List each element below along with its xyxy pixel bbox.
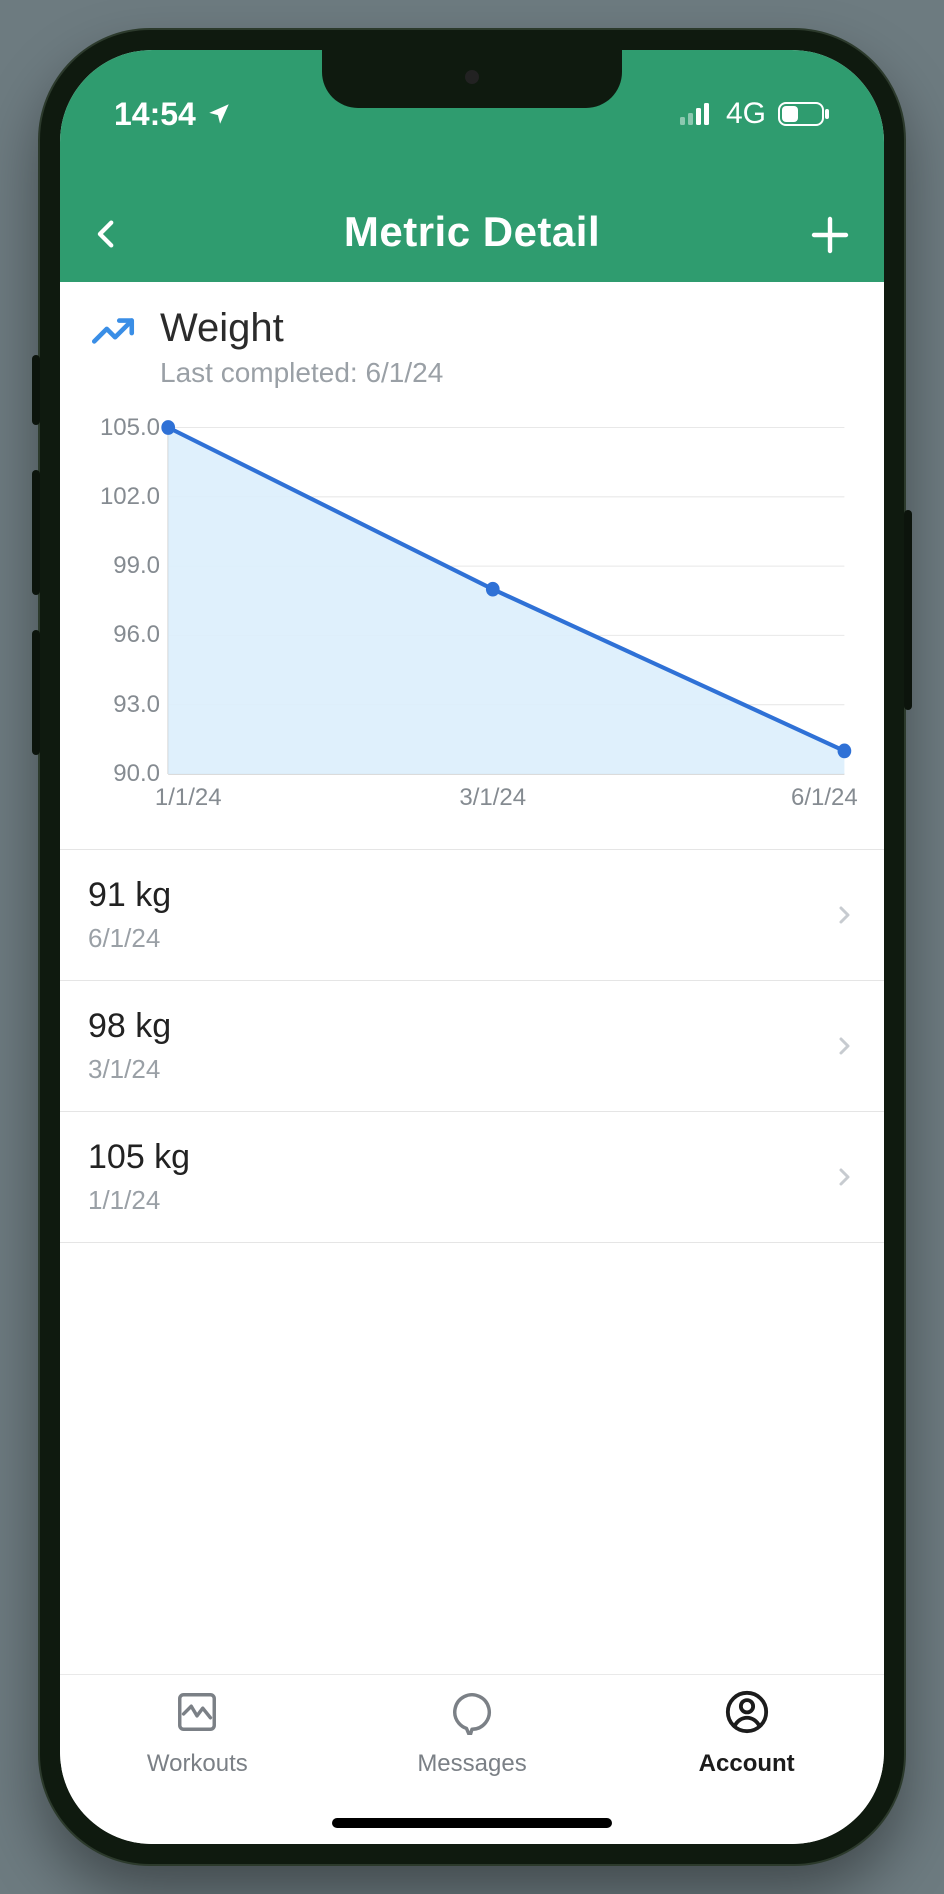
plus-icon bbox=[806, 211, 854, 259]
status-network: 4G bbox=[726, 97, 766, 131]
entry-date: 6/1/24 bbox=[88, 923, 171, 954]
home-indicator[interactable] bbox=[332, 1818, 612, 1828]
chart-container: 105.0 102.0 99.0 96.0 93.0 90.01/1/24 3/1/24 6/… bbox=[60, 397, 884, 850]
entry-row[interactable]: 91 kg 6/1/24 bbox=[60, 850, 884, 981]
chart-x-label: 3/1/24 bbox=[459, 784, 526, 812]
chart-y-label: 99.0 bbox=[80, 552, 160, 580]
page-title: Metric Detail bbox=[344, 208, 600, 256]
trend-up-icon bbox=[88, 306, 138, 389]
chart-y-label: 90.0 bbox=[80, 760, 160, 788]
entry-row[interactable]: 98 kg 3/1/24 bbox=[60, 981, 884, 1112]
chevron-right-icon bbox=[832, 903, 856, 927]
tab-account[interactable]: Account bbox=[609, 1689, 884, 1844]
status-time: 14:54 bbox=[114, 96, 196, 133]
metric-last-completed: Last completed: 6/1/24 bbox=[160, 357, 443, 389]
entry-row[interactable]: 105 kg 1/1/24 bbox=[60, 1112, 884, 1243]
chart-y-label: 102.0 bbox=[80, 483, 160, 511]
chart-x-label: 1/1/24 bbox=[155, 784, 222, 812]
back-button[interactable] bbox=[90, 209, 124, 264]
messages-icon bbox=[449, 1689, 495, 1742]
chart-x-label: 6/1/24 bbox=[791, 784, 858, 812]
entry-value: 91 kg bbox=[88, 876, 171, 915]
entry-value: 105 kg bbox=[88, 1138, 190, 1177]
account-icon bbox=[724, 1689, 770, 1742]
metric-name: Weight bbox=[160, 306, 443, 351]
metric-header: Weight Last completed: 6/1/24 bbox=[60, 282, 884, 397]
entry-value: 98 kg bbox=[88, 1007, 171, 1046]
chevron-right-icon bbox=[832, 1165, 856, 1189]
tab-label: Messages bbox=[417, 1750, 526, 1778]
battery-icon bbox=[778, 102, 830, 126]
weight-chart[interactable]: 105.0 102.0 99.0 96.0 93.0 90.01/1/24 3/1/24 6/… bbox=[80, 417, 864, 837]
signal-icon bbox=[680, 103, 714, 125]
tab-label: Account bbox=[699, 1750, 795, 1778]
entry-date: 1/1/24 bbox=[88, 1185, 190, 1216]
chart-y-label: 96.0 bbox=[80, 621, 160, 649]
chevron-left-icon bbox=[90, 209, 124, 259]
screen: 14:54 4G bbox=[60, 50, 884, 1844]
entries-list: 91 kg 6/1/24 98 kg 3/1/24 105 kg 1/1/24 bbox=[60, 850, 884, 1243]
chart-y-label: 105.0 bbox=[80, 414, 160, 442]
chart-y-label: 93.0 bbox=[80, 691, 160, 719]
tab-label: Workouts bbox=[147, 1750, 248, 1778]
entry-date: 3/1/24 bbox=[88, 1054, 171, 1085]
chevron-right-icon bbox=[832, 1034, 856, 1058]
add-button[interactable] bbox=[806, 211, 854, 264]
workouts-icon bbox=[174, 1689, 220, 1742]
location-icon bbox=[206, 101, 232, 127]
notch bbox=[322, 50, 622, 108]
tab-workouts[interactable]: Workouts bbox=[60, 1689, 335, 1844]
device-frame: 14:54 4G bbox=[40, 30, 904, 1864]
